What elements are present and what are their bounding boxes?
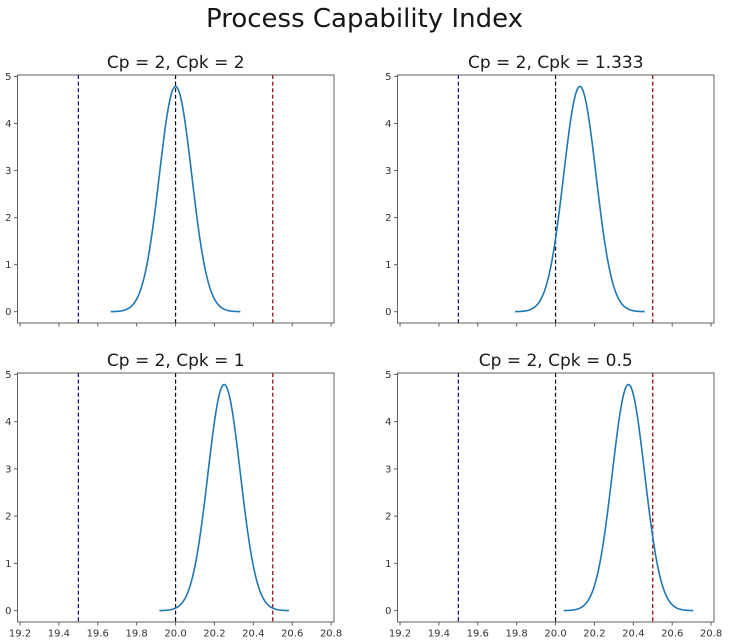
subplot-4: Cp = 2, Cpk = 0.5 19.2 19.4 19.6 19.8 20.0 20.… [385,351,722,640]
y-tick-label: 0 [385,606,391,617]
x-tick-label: 20.2 [583,629,605,640]
y-tick-label: 2 [5,213,11,224]
x-tick-label: 19.2 [9,629,31,640]
y-tick-label: 2 [385,512,391,523]
y-tick-label: 3 [5,166,11,177]
axes-frame [17,74,335,324]
y-tick-label: 4 [385,119,391,130]
subplot-3-title: Cp = 2, Cpk = 1 [107,351,245,371]
y-tick-label: 0 [385,307,391,318]
x-tick-label: 19.6 [87,629,109,640]
x-tick-label: 19.8 [126,629,148,640]
x-tick-label: 20.8 [700,629,722,640]
x-tick-label: 20.4 [622,629,644,640]
subplot-4-title: Cp = 2, Cpk = 0.5 [479,351,633,371]
subplot-2-title: Cp = 2, Cpk = 1.333 [468,53,644,73]
subplot-1: Cp = 2, Cpk = 2 0 1 2 3 4 5 [5,53,335,327]
x-tick-label: 20.4 [242,629,264,640]
y-tick-label: 4 [5,119,11,130]
y-tick-label: 2 [385,213,391,224]
axes-frame [397,372,715,623]
y-tick-label: 5 [385,370,391,381]
x-tick-label: 19.8 [506,629,528,640]
bell-curve [515,85,645,313]
y-tick-label: 3 [385,464,391,475]
bell-curve [563,383,694,612]
y-tick-label: 4 [385,417,391,428]
y-tick-label: 1 [385,559,391,570]
axes-frame [397,74,715,324]
axes-frame [17,372,335,623]
x-tick-label: 20.0 [164,629,186,640]
y-tick-label: 1 [385,260,391,271]
y-tick-label: 5 [5,72,11,83]
y-tick-label: 2 [5,512,11,523]
x-tick-label: 20.2 [203,629,225,640]
y-tick-label: 3 [5,464,11,475]
bell-curve [110,85,241,313]
x-tick-label: 19.4 [48,629,70,640]
figure-title: Process Capability Index [205,4,523,34]
y-tick-label: 5 [385,72,391,83]
y-tick-label: 3 [385,166,391,177]
x-tick-label: 20.8 [320,629,342,640]
subplot-1-title: Cp = 2, Cpk = 2 [107,53,245,73]
y-tick-label: 0 [5,606,11,617]
x-tick-label: 19.2 [389,629,411,640]
x-tick-label: 20.0 [544,629,566,640]
y-tick-label: 5 [5,370,11,381]
x-tick-label: 19.4 [428,629,450,640]
y-tick-label: 1 [5,559,11,570]
x-tick-label: 19.6 [467,629,489,640]
x-tick-label: 20.6 [661,629,683,640]
subplot-3: Cp = 2, Cpk = 1 19.2 19.4 19.6 19.8 20.0 20.2 2… [5,351,342,640]
bell-curve [159,383,289,612]
y-tick-label: 1 [5,260,11,271]
x-tick-label: 20.6 [281,629,303,640]
y-tick-label: 4 [5,417,11,428]
y-tick-label: 0 [5,307,11,318]
subplot-2: Cp = 2, Cpk = 1.333 0 1 2 3 4 5 [385,53,715,327]
